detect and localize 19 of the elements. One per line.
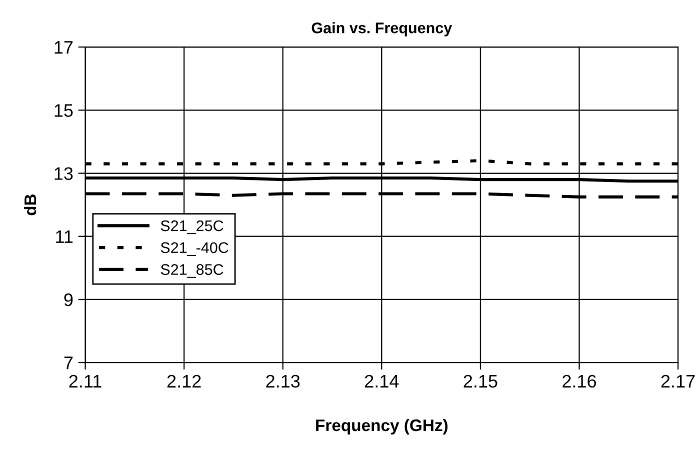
y-tick-label: 11 (56, 230, 73, 243)
x-tick-label: 2.16 (562, 374, 596, 388)
x-tick-label: 2.15 (464, 374, 498, 388)
legend-label: S21_-40C (160, 242, 228, 256)
x-tick-label: 2.11 (69, 374, 102, 388)
legend-label: S21_25C (160, 220, 224, 234)
chart-title: Gain vs. Frequency (312, 22, 452, 36)
y-tick-label: 9 (64, 293, 73, 306)
x-tick-label: 2.12 (167, 374, 201, 388)
x-tick-label: 2.13 (266, 374, 300, 388)
legend-label: S21_85C (160, 264, 224, 278)
x-tick-label: 2.14 (364, 374, 399, 388)
y-tick-label: 7 (64, 356, 73, 370)
y-tick-label: 17 (54, 41, 73, 54)
y-tick-label: 15 (54, 104, 73, 117)
x-axis-title: Frequency (GHz) (316, 418, 448, 434)
x-tick-label: 2.17 (661, 374, 695, 388)
y-axis-title: dB (24, 194, 36, 216)
y-tick-label: 13 (54, 167, 73, 180)
